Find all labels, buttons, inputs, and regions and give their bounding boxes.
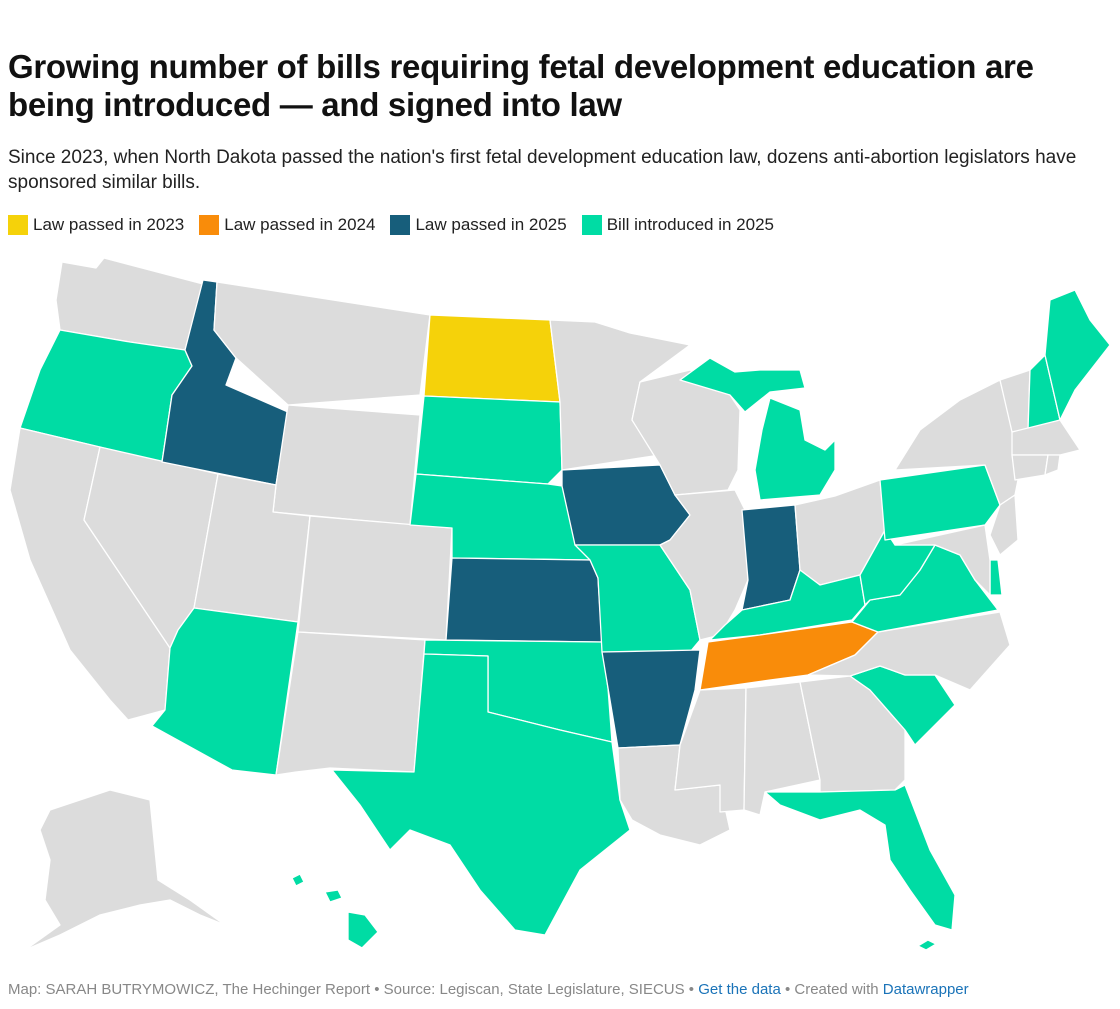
chart-subtitle: Since 2023, when North Dakota passed the… [8, 147, 1077, 193]
state-hawaii-maui[interactable] [324, 889, 343, 903]
legend-label-law-2024: Law passed in 2024 [224, 215, 376, 234]
datawrapper-link[interactable]: Datawrapper [882, 981, 969, 998]
get-the-data-link[interactable]: Get the data [698, 981, 781, 998]
state-alaska[interactable] [24, 789, 226, 950]
state-wyoming[interactable] [272, 404, 421, 526]
state-maine[interactable] [1044, 289, 1111, 421]
state-maryland[interactable] [894, 524, 991, 596]
legend-label-bill-2025: Bill introduced in 2025 [606, 215, 774, 234]
state-south-dakota[interactable] [415, 395, 563, 485]
footer-credits: Map: SARAH BUTRYMOWICZ, The Hechinger Re… [8, 981, 969, 998]
state-florida-keys[interactable] [917, 939, 937, 950]
state-kansas[interactable] [445, 557, 603, 643]
state-florida[interactable] [764, 784, 956, 931]
legend-swatch-law-2024 [199, 215, 220, 235]
state-massachusetts[interactable] [1011, 419, 1081, 456]
legend-item-law-2025: Law passed in 2025 [390, 215, 567, 235]
state-north-dakota[interactable] [423, 314, 561, 403]
state-arizona[interactable] [151, 607, 299, 776]
state-new-mexico[interactable] [275, 631, 426, 776]
state-north-carolina[interactable] [807, 611, 1011, 691]
state-new-jersey[interactable] [989, 494, 1019, 556]
legend-item-bill-2025: Bill introduced in 2025 [581, 215, 774, 235]
state-hawaii-big-island[interactable] [347, 911, 379, 949]
us-map [9, 257, 1111, 950]
state-michigan-lower[interactable] [754, 397, 836, 501]
legend: Law passed in 2023 Law passed in 2024 La… [8, 215, 774, 235]
state-rhode-island[interactable] [1044, 454, 1061, 476]
legend-label-law-2023: Law passed in 2023 [33, 215, 185, 234]
state-delaware[interactable] [989, 559, 1003, 596]
state-pennsylvania[interactable] [879, 464, 1001, 541]
state-texas[interactable] [331, 653, 631, 936]
footer-created-text: • Created with [780, 981, 883, 998]
state-hawaii-oahu[interactable] [291, 873, 305, 887]
legend-swatch-law-2025 [390, 215, 411, 235]
legend-swatch-law-2023 [8, 215, 28, 235]
state-michigan-upper[interactable] [679, 357, 806, 413]
legend-item-law-2023: Law passed in 2023 [8, 215, 184, 235]
chart-title: Growing number of bills requiring fetal … [8, 48, 1034, 123]
state-connecticut[interactable] [1011, 454, 1049, 481]
legend-label-law-2025: Law passed in 2025 [415, 215, 567, 234]
footer-credit-text: Map: SARAH BUTRYMOWICZ, The Hechinger Re… [8, 981, 699, 998]
state-montana[interactable] [213, 281, 431, 406]
legend-swatch-bill-2025 [581, 215, 602, 235]
state-colorado[interactable] [297, 515, 453, 641]
legend-item-law-2024: Law passed in 2024 [199, 215, 375, 235]
